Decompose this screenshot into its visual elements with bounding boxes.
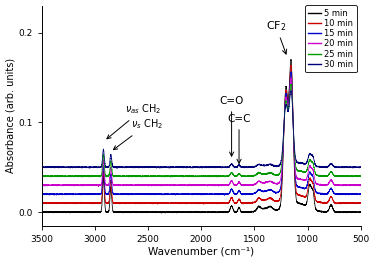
5 min	[238, 209, 243, 212]
10 min	[281, 146, 286, 149]
10 min	[238, 200, 243, 203]
25 min	[39, 174, 44, 178]
10 min	[216, 202, 220, 205]
15 min	[216, 192, 220, 195]
10 min	[289, 64, 293, 67]
Text: CF$_2$: CF$_2$	[266, 19, 286, 54]
25 min	[281, 137, 286, 140]
5 min	[283, 97, 287, 101]
30 min	[289, 89, 293, 92]
20 min	[39, 183, 44, 187]
X-axis label: Wavenumber (cm⁻¹): Wavenumber (cm⁻¹)	[148, 247, 254, 256]
Legend: 5 min, 10 min, 15 min, 20 min, 25 min, 30 min: 5 min, 10 min, 15 min, 20 min, 25 min, 3…	[305, 5, 357, 72]
Text: C=O: C=O	[219, 96, 244, 156]
20 min	[216, 184, 220, 187]
10 min	[39, 202, 44, 205]
5 min	[289, 58, 293, 61]
5 min	[39, 210, 44, 214]
5 min	[281, 149, 286, 152]
10 min	[201, 203, 206, 206]
5 min	[284, 88, 289, 91]
10 min	[283, 100, 287, 103]
Line: 25 min: 25 min	[42, 84, 361, 177]
5 min	[159, 212, 164, 215]
5 min	[358, 210, 363, 213]
10 min	[284, 91, 289, 95]
10 min	[42, 201, 46, 205]
15 min	[283, 102, 287, 105]
25 min	[358, 174, 363, 178]
Y-axis label: Absorbance (arb. units): Absorbance (arb. units)	[6, 58, 15, 173]
15 min	[238, 191, 243, 194]
25 min	[283, 107, 287, 110]
30 min	[115, 167, 120, 170]
20 min	[42, 183, 46, 187]
20 min	[96, 185, 101, 188]
Line: 30 min: 30 min	[42, 91, 361, 168]
15 min	[222, 194, 227, 197]
25 min	[289, 83, 293, 86]
30 min	[238, 165, 243, 168]
25 min	[284, 101, 289, 104]
10 min	[358, 202, 363, 205]
20 min	[358, 183, 363, 186]
30 min	[358, 166, 363, 169]
25 min	[238, 173, 243, 177]
5 min	[42, 210, 46, 214]
30 min	[283, 109, 287, 112]
25 min	[168, 176, 172, 179]
30 min	[39, 166, 44, 169]
15 min	[358, 193, 363, 196]
Line: 15 min: 15 min	[42, 72, 361, 195]
20 min	[284, 98, 289, 101]
15 min	[42, 193, 46, 196]
15 min	[284, 94, 289, 97]
Line: 5 min: 5 min	[42, 59, 361, 213]
30 min	[281, 134, 286, 137]
15 min	[289, 70, 294, 74]
Line: 20 min: 20 min	[42, 78, 361, 187]
Text: $\nu_{s}$ CH$_2$: $\nu_{s}$ CH$_2$	[113, 118, 163, 150]
15 min	[281, 143, 286, 146]
30 min	[216, 166, 220, 169]
Text: $\nu_{as}$ CH$_2$: $\nu_{as}$ CH$_2$	[107, 102, 161, 139]
25 min	[42, 175, 46, 178]
Line: 10 min: 10 min	[42, 65, 361, 204]
30 min	[284, 104, 289, 107]
30 min	[42, 166, 46, 169]
25 min	[216, 174, 220, 178]
20 min	[289, 77, 293, 80]
5 min	[216, 210, 220, 214]
20 min	[283, 105, 287, 108]
20 min	[238, 182, 243, 185]
20 min	[281, 140, 286, 143]
15 min	[39, 193, 44, 196]
Text: C=C: C=C	[227, 114, 251, 163]
